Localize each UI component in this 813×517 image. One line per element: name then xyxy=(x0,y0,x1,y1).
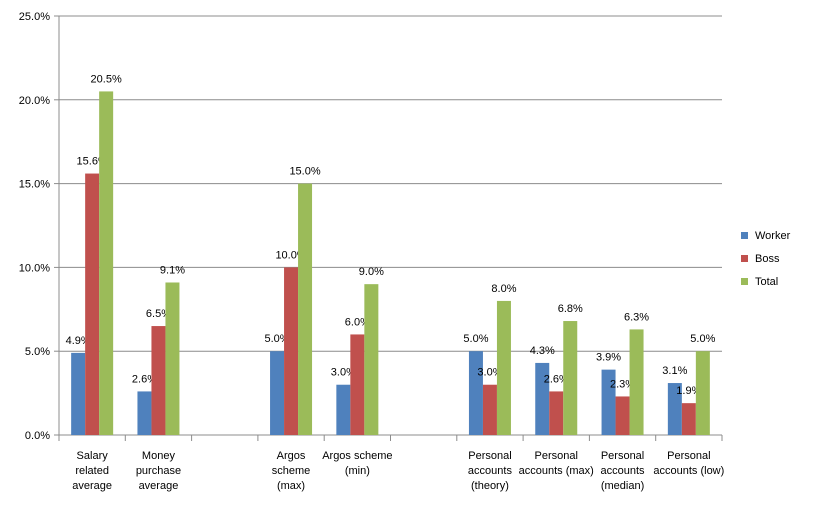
x-tick-label: (max) xyxy=(277,480,305,492)
y-tick-label: 10.0% xyxy=(19,262,50,274)
bar-worker xyxy=(468,351,483,435)
x-tick-label: Personal xyxy=(535,450,578,462)
x-tick-label: Money xyxy=(142,450,176,462)
data-label: 6.0% xyxy=(345,316,370,328)
x-tick-label: accounts (low) xyxy=(653,465,724,477)
data-label: 9.0% xyxy=(359,266,384,278)
x-tick-label: Personal xyxy=(468,450,511,462)
bar-worker xyxy=(71,352,86,435)
bar-worker xyxy=(137,391,152,435)
bar-worker xyxy=(667,383,682,435)
x-tick-label: Personal xyxy=(601,450,644,462)
x-tick-label: (min) xyxy=(345,465,370,477)
x-tick-label: accounts xyxy=(468,465,513,477)
bar-total xyxy=(563,321,578,435)
y-tick-label: 0.0% xyxy=(25,430,50,442)
bar-boss xyxy=(681,403,696,435)
x-tick-label: (median) xyxy=(601,480,644,492)
x-tick-label: accounts (max) xyxy=(519,465,594,477)
data-label: 3.0% xyxy=(331,367,356,379)
x-tick-label: Argos scheme xyxy=(322,450,392,462)
bar-boss xyxy=(284,267,299,435)
y-tick-label: 25.0% xyxy=(19,11,50,23)
data-label: 4.3% xyxy=(530,345,555,357)
legend-item-worker: Worker xyxy=(741,224,813,247)
x-tick-label: average xyxy=(72,480,112,492)
data-label: 5.0% xyxy=(690,333,715,345)
bar-boss xyxy=(350,334,365,435)
bar-total xyxy=(629,329,644,435)
x-tick-label: Salary xyxy=(77,450,109,462)
bar-worker xyxy=(601,369,616,435)
data-label: 3.1% xyxy=(662,365,687,377)
legend-swatch-boss xyxy=(741,255,748,262)
data-label: 6.5% xyxy=(146,308,171,320)
data-label: 5.0% xyxy=(463,333,488,345)
legend: Worker Boss Total xyxy=(741,224,813,293)
data-label: 6.3% xyxy=(624,311,649,323)
bar-total xyxy=(165,282,180,435)
x-tick-label: average xyxy=(139,480,179,492)
legend-label-worker: Worker xyxy=(755,229,791,242)
bar-total xyxy=(99,91,114,436)
data-label: 8.0% xyxy=(491,283,516,295)
bar-worker xyxy=(270,351,285,435)
legend-item-boss: Boss xyxy=(741,247,813,270)
legend-label-boss: Boss xyxy=(755,252,780,265)
y-tick-label: 20.0% xyxy=(19,95,50,107)
data-label: 4.9% xyxy=(66,335,91,347)
data-label: 3.9% xyxy=(596,352,621,364)
data-label: 20.5% xyxy=(91,73,122,85)
x-tick-label: accounts xyxy=(601,465,646,477)
bar-total xyxy=(298,183,313,435)
x-tick-label: purchase xyxy=(136,465,181,477)
y-tick-label: 15.0% xyxy=(19,179,50,191)
data-label: 9.1% xyxy=(160,264,185,276)
data-label: 2.6% xyxy=(544,373,569,385)
data-label: 1.9% xyxy=(676,385,701,397)
x-tick-label: Personal xyxy=(667,450,710,462)
legend-item-total: Total xyxy=(741,270,813,293)
bar-total xyxy=(496,300,511,435)
legend-swatch-total xyxy=(741,278,748,285)
x-tick-label: Argos xyxy=(277,450,306,462)
bar-worker xyxy=(535,362,550,435)
data-label: 2.3% xyxy=(610,378,635,390)
bar-boss xyxy=(549,391,564,435)
data-label: 5.0% xyxy=(265,333,290,345)
x-tick-label: scheme xyxy=(272,465,311,477)
x-tick-label: (theory) xyxy=(471,480,509,492)
x-tick-label: related xyxy=(75,465,109,477)
bar-total xyxy=(364,284,379,435)
bar-total xyxy=(695,351,710,435)
bar-boss xyxy=(85,173,100,435)
bar-boss xyxy=(482,384,497,435)
legend-label-total: Total xyxy=(755,275,779,288)
data-label: 6.8% xyxy=(558,303,583,315)
bar-boss xyxy=(151,326,166,435)
data-label: 2.6% xyxy=(132,373,157,385)
y-tick-label: 5.0% xyxy=(25,346,50,358)
bar-worker xyxy=(336,384,351,435)
legend-swatch-worker xyxy=(741,232,748,239)
data-label: 15.0% xyxy=(289,166,320,178)
data-label: 3.0% xyxy=(477,367,502,379)
bar-boss xyxy=(615,396,630,435)
